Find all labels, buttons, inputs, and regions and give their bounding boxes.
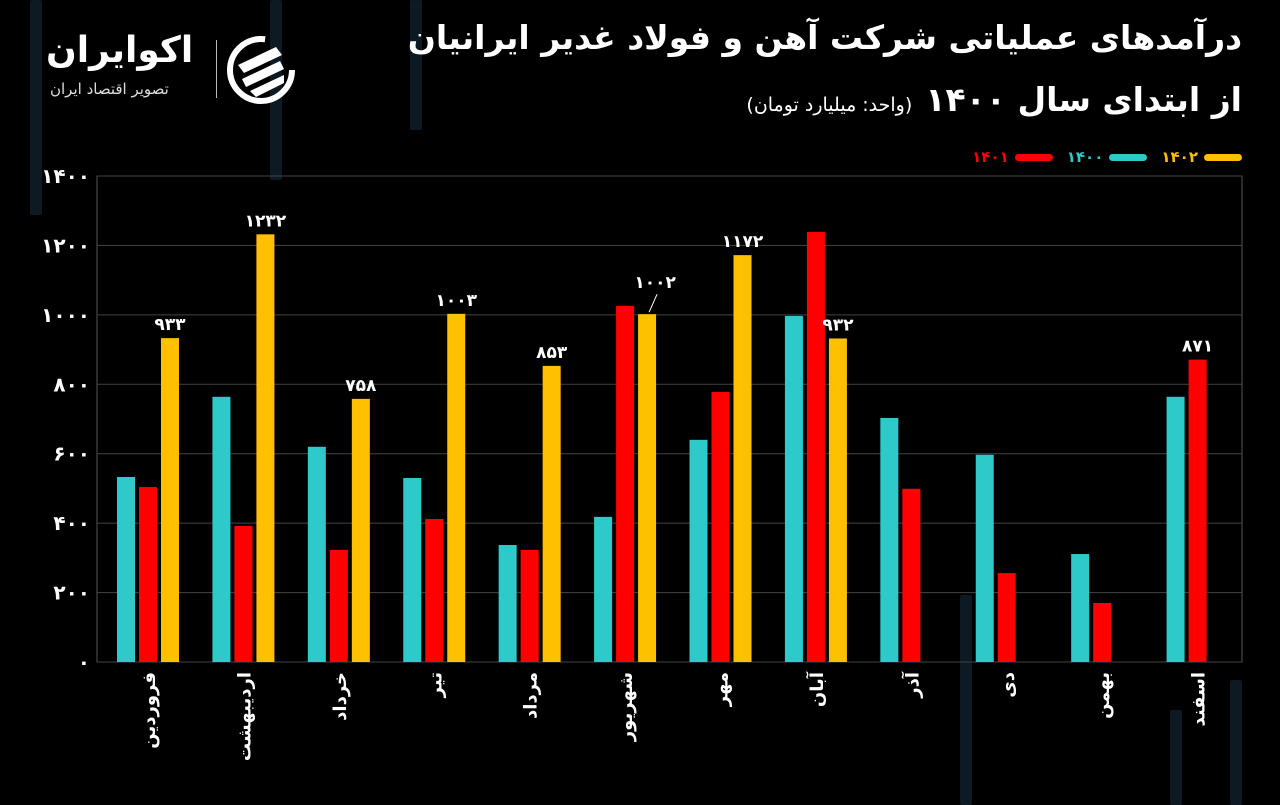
x-tick-label: مرداد (521, 672, 542, 719)
legend-item-1401: ۱۴۰۱ (972, 148, 1053, 166)
bar-۱۴۰۱-بهمن (1093, 602, 1112, 662)
bar-۱۴۰۲-شهریور (638, 314, 657, 662)
data-label: ۸۵۳ (536, 343, 568, 363)
bar-۱۴۰۲-آبان (828, 338, 847, 662)
legend-label: ۱۴۰۰ (1066, 148, 1104, 166)
bar-۱۴۰۰-اسفند (1166, 396, 1185, 662)
y-tick-label: ۱۰۰۰ (41, 303, 90, 327)
logo-divider (216, 40, 217, 98)
bar-۱۴۰۱-اردیبهشت (234, 525, 253, 662)
decorative-bar (410, 0, 422, 130)
data-label: ۹۳۲ (822, 315, 854, 335)
bar-۱۴۰۱-مهر (711, 391, 730, 662)
y-tick-label: ۸۰۰ (53, 372, 90, 396)
legend-label: ۱۴۰۱ (972, 148, 1009, 166)
logo-name: اکوایران (46, 30, 194, 71)
legend-swatch (1014, 153, 1053, 161)
x-tick-label: شهریور (616, 672, 637, 742)
bar-۱۴۰۰-مهر (689, 439, 708, 662)
bar-۱۴۰۱-دی (997, 573, 1016, 662)
legend-label: ۱۴۰۲ (1161, 148, 1198, 166)
unit-label: (واحد: میلیارد تومان) (746, 94, 913, 116)
bar-۱۴۰۰-مرداد (498, 545, 517, 662)
bar-۱۴۰۰-بهمن (1071, 554, 1090, 662)
y-tick-label: ۴۰۰ (53, 511, 90, 535)
title-line-2: از ابتدای سال ۱۴۰۰ (925, 80, 1242, 119)
bar-۱۴۰۰-تیر (403, 478, 422, 662)
bar-۱۴۰۰-دی (975, 454, 994, 662)
decorative-bar (1170, 710, 1182, 805)
data-label: ۱۰۰۲ (634, 273, 676, 293)
bar-۱۴۰۰-خرداد (307, 446, 326, 662)
legend-item-1402: ۱۴۰۲ (1161, 148, 1242, 166)
x-tick-label: آذر (900, 671, 923, 699)
bar-۱۴۰۰-فروردین (117, 476, 135, 662)
bar-۱۴۰۱-آذر (902, 488, 921, 662)
y-tick-label: ۰ (78, 650, 90, 674)
bar-۱۴۰۰-آبان (784, 315, 803, 662)
logo-tagline: تصویر اقتصاد ایران (50, 80, 169, 98)
y-tick-label: ۱۲۰۰ (41, 233, 90, 257)
bar-۱۴۰۰-اردیبهشت (212, 396, 231, 662)
legend-swatch (1109, 153, 1148, 161)
data-label: ۸۷۱ (1182, 337, 1213, 357)
decorative-bar (1230, 680, 1242, 805)
chart-subtitle: از ابتدای سال ۱۴۰۰ (واحد: میلیارد تومان) (746, 80, 1242, 119)
bar-۱۴۰۲-مهر (733, 255, 752, 663)
decorative-bar (270, 0, 282, 180)
legend-swatch (1204, 153, 1242, 161)
data-label: ۱۲۳۲ (245, 211, 287, 231)
legend-item-1400: ۱۴۰۰ (1067, 148, 1148, 166)
decorative-bar (30, 0, 42, 215)
bar-۱۴۰۱-خرداد (329, 549, 348, 662)
chart-title: درآمدهای عملیاتی شرکت آهن و فولاد غدیر ا… (407, 18, 1242, 57)
bar-۱۴۰۲-مرداد (542, 365, 561, 662)
bar-۱۴۰۱-فروردین (139, 487, 157, 662)
data-label-leader (648, 293, 658, 313)
x-tick-label: بهمن (1093, 672, 1114, 719)
data-label: ۱۰۰۳ (435, 291, 477, 311)
x-tick-label: دی (998, 672, 1019, 698)
data-label: ۹۳۳ (154, 315, 186, 335)
y-tick-label: ۶۰۰ (53, 442, 90, 466)
x-tick-label: اسفند (1189, 672, 1210, 727)
data-label: ۷۵۸ (345, 376, 377, 396)
bar-۱۴۰۱-اسفند (1188, 359, 1207, 662)
bar-۱۴۰۱-آبان (806, 231, 825, 662)
logo: اکوایران تصویر اقتصاد ایران (46, 30, 306, 105)
bar-۱۴۰۱-مرداد (520, 549, 539, 662)
bar-۱۴۰۰-شهریور (594, 516, 613, 662)
bar-۱۴۰۱-تیر (425, 518, 444, 662)
bar-۱۴۰۱-شهریور (616, 305, 635, 662)
x-tick-label: اردیبهشت (234, 672, 255, 761)
x-tick-label: تیر (425, 672, 446, 698)
data-label: ۱۱۷۲ (722, 232, 764, 252)
x-tick-label: خرداد (330, 672, 351, 721)
legend: ۱۴۰۲ ۱۴۰۰ ۱۴۰۱ (972, 148, 1242, 166)
bar-۱۴۰۲-اردیبهشت (256, 234, 275, 662)
bar-۱۴۰۲-فروردین (161, 338, 179, 662)
bar-۱۴۰۰-آذر (880, 417, 899, 662)
x-tick-label: فروردین (139, 672, 160, 749)
bar-۱۴۰۲-تیر (447, 313, 466, 662)
logo-mark-icon (227, 36, 295, 104)
bar-۱۴۰۲-خرداد (351, 398, 370, 662)
x-tick-label: مهر (712, 672, 733, 707)
x-tick-label: آبان (805, 671, 828, 707)
y-tick-label: ۱۴۰۰ (41, 164, 90, 188)
y-tick-label: ۲۰۰ (53, 581, 90, 605)
decorative-bar (960, 595, 972, 805)
